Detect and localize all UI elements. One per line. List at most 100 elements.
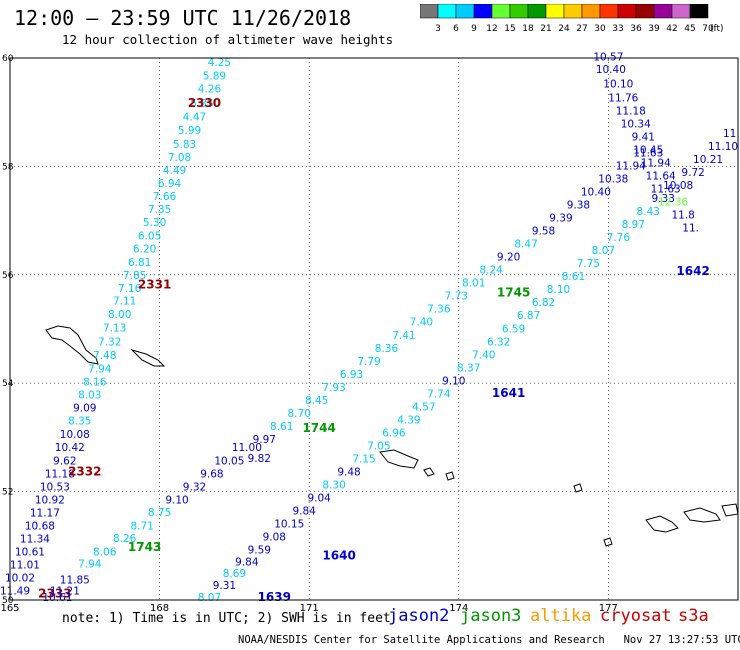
wave-height-value: 6.05 [138, 231, 161, 243]
wave-height-value: 9.58 [532, 226, 555, 238]
wave-height-value: 11.63 [633, 148, 663, 160]
wave-height-value: 6.82 [532, 297, 555, 309]
wave-height-value: 7.73 [445, 291, 468, 303]
wave-height-value: 8.36 [375, 343, 399, 355]
wave-height-value: 11.64 [646, 170, 676, 182]
wave-height-value: 9.68 [200, 469, 223, 481]
pass-time-label: 2333 [38, 586, 71, 600]
wave-height-value: 9.32 [183, 482, 206, 494]
wave-height-value: 9.09 [73, 402, 96, 414]
wave-height-value: 7.41 [392, 330, 415, 342]
wave-height-value: 4.25 [208, 57, 231, 69]
coastline-island [645, 515, 679, 533]
wave-height-value: 8.26 [113, 533, 137, 545]
wave-height-value: 11.76 [608, 92, 638, 104]
wave-height-value: 8.43 [637, 206, 660, 218]
colorbar-tick-label: 36 [630, 24, 642, 34]
wave-height-value: 8.07 [592, 245, 615, 257]
wave-height-value: 9.38 [567, 200, 590, 212]
wave-height-value: 11.10 [708, 141, 738, 153]
colorbar-tick-label: 45 [684, 24, 695, 34]
wave-height-value: 8.07 [198, 592, 221, 604]
wave-height-value: 8.37 [457, 362, 480, 374]
wave-height-value: 7.85 [123, 270, 146, 282]
wave-height-value: 8.61 [270, 421, 293, 433]
wave-height-value: 8.01 [462, 278, 485, 290]
wave-height-value: 10.61 [15, 547, 45, 559]
pass-time-label: 1641 [492, 386, 525, 400]
wave-height-value: 7.15 [352, 453, 375, 465]
colorbar-tick-label: 39 [648, 24, 660, 34]
wave-height-value: 11.8 [671, 209, 694, 221]
wave-height-value: 9.10 [442, 375, 465, 387]
wave-height-value: 5.30 [143, 217, 166, 229]
wave-height-value: 8.03 [78, 389, 101, 401]
colorbar-tick-label: 33 [612, 24, 623, 34]
pass-time-label: 1745 [497, 285, 530, 299]
wave-height-value: 7.93 [322, 382, 345, 394]
wave-height-value: 7.11 [113, 296, 136, 308]
wave-height-colorbar: 3 6 9 12 15 18 21 24 27 30 33 36 39 42 45 70(ft) [420, 4, 724, 34]
colorbar-tick-label: 30 [594, 24, 606, 34]
colorbar-tick-label: 27 [576, 24, 587, 34]
wave-height-value: 7.66 [153, 191, 177, 203]
wave-height-value: 7.32 [98, 336, 121, 348]
wave-height-value: 9.08 [263, 531, 286, 543]
wave-height-value: 11.01 [10, 560, 40, 572]
wave-height-value: 7.94 [78, 558, 102, 570]
coastline-island [603, 537, 613, 547]
wave-height-value: 11.63 [651, 183, 681, 195]
lon-tick-label: 168 [150, 603, 169, 614]
legend-jason2: jason2 [388, 606, 450, 626]
wave-height-value: 9.72 [681, 167, 704, 179]
wave-height-value: 10.15 [274, 518, 304, 530]
wave-height-value: 5.83 [173, 139, 196, 151]
pass-time-label: 1744 [302, 421, 335, 435]
wave-height-value: 10.40 [581, 187, 611, 199]
wave-height-value: 10.53 [40, 482, 70, 494]
legend-s3a: s3a [678, 606, 709, 626]
lat-tick-label: 54 [2, 379, 14, 389]
wave-height-value: 11.34 [20, 534, 50, 546]
wave-height-value: 7.16 [118, 283, 142, 295]
map-frame [9, 57, 739, 601]
wave-height-value: 10.45 [633, 144, 663, 156]
page-subtitle: 12 hour collection of altimeter wave hei… [62, 32, 394, 47]
wave-height-value: 10.92 [35, 495, 65, 507]
wave-height-value: 11. [682, 222, 699, 234]
colorbar-tick-label: 21 [540, 24, 551, 34]
wave-height-value: 10.05 [214, 456, 244, 468]
wave-height-value: 10.61 [42, 592, 72, 604]
wave-height-value: 8.45 [305, 395, 328, 407]
wave-height-value: 10.08 [663, 180, 693, 192]
wave-height-value: 9.10 [165, 495, 188, 507]
lon-tick-label: 177 [599, 603, 618, 614]
wave-height-value: 8.30 [322, 479, 345, 491]
wave-height-value: 10.02 [5, 573, 35, 585]
lon-tick-label: 171 [300, 603, 319, 614]
coastline-island [45, 325, 99, 365]
wave-height-value: 7.40 [472, 349, 495, 361]
wave-height-value: 7.35 [148, 204, 171, 216]
wave-height-value: 10.08 [60, 429, 90, 441]
colorbar-tick-label: 3 [435, 24, 441, 34]
lat-tick-label: 50 [2, 596, 14, 606]
coastline-island [423, 467, 435, 477]
wave-height-value: 9.48 [337, 466, 360, 478]
wave-height-value: 11.94 [616, 161, 646, 173]
coastline-island [130, 348, 166, 367]
wave-height-value: 9.31 [213, 580, 236, 592]
colorbar-tick-label: 6 [453, 24, 459, 34]
wave-height-value: 6.96 [382, 427, 406, 439]
legend-jason3: jason3 [460, 606, 522, 626]
wave-height-value: 11.00 [232, 442, 262, 454]
wave-height-value: 11.18 [616, 105, 646, 117]
wave-height-value: 6.32 [487, 336, 510, 348]
wave-height-value: 9.82 [248, 453, 271, 465]
wave-height-value: 4.26 [198, 84, 222, 96]
wave-height-value: 8.16 [83, 376, 107, 388]
wave-height-value: 7.94 [88, 363, 112, 375]
wave-height-value: 6.94 [158, 178, 182, 190]
wave-height-value: 8.97 [622, 219, 645, 231]
